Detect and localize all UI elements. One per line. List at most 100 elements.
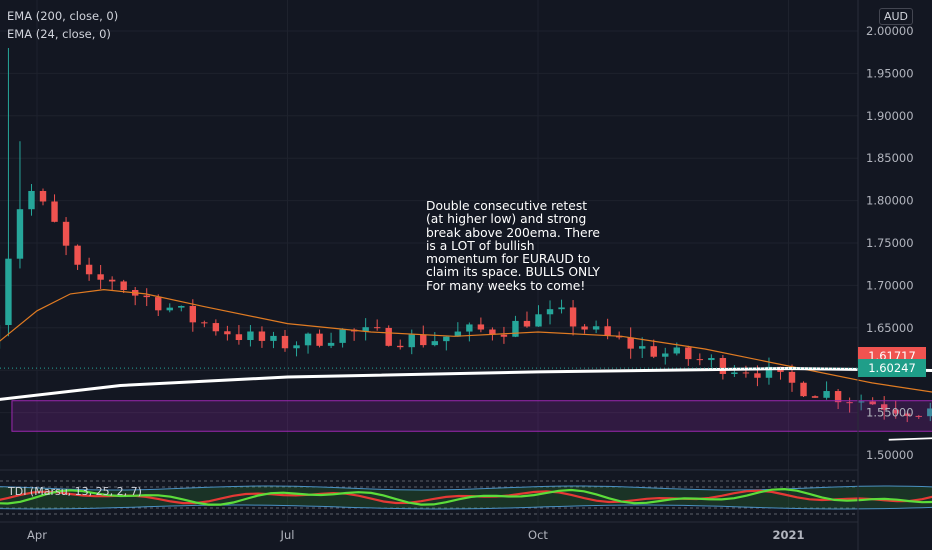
candle-body — [16, 209, 24, 259]
candle-body — [673, 347, 680, 354]
x-tick-label: Apr — [27, 528, 47, 542]
annotation-line: claim its space. BULLS ONLY — [426, 265, 600, 280]
y-tick-label: 1.90000 — [866, 109, 914, 123]
candle-body — [189, 306, 197, 323]
candle-body — [742, 372, 750, 374]
candle-body — [39, 190, 47, 202]
candle-body — [639, 346, 646, 349]
annotation-line: For many weeks to come! — [426, 278, 586, 293]
tdi-rsi-line — [0, 487, 932, 506]
annotation-line: break above 200ema. There — [426, 225, 600, 240]
candle-body — [5, 258, 12, 326]
candlestick-series — [0, 47, 932, 423]
candle-body — [696, 359, 704, 361]
annotation-line: (at higher low) and strong — [426, 212, 587, 227]
ema200-legend[interactable]: EMA (200, close, 0) — [7, 9, 119, 23]
candle-body — [247, 331, 254, 341]
y-tick-label: 1.70000 — [866, 278, 914, 292]
candle-body — [535, 314, 542, 327]
candle-body — [373, 327, 381, 329]
candle-body — [385, 327, 392, 346]
y-tick-label: 1.65000 — [866, 321, 914, 335]
candle-body — [604, 326, 611, 336]
candle-body — [281, 335, 289, 349]
candle-body — [788, 371, 796, 383]
candle-body — [846, 402, 853, 404]
candle-body — [477, 324, 485, 330]
candle-body — [466, 324, 473, 332]
candle-body — [327, 342, 335, 346]
candle-body — [581, 326, 588, 330]
candle-body — [224, 331, 231, 335]
candle-body — [650, 346, 657, 357]
x-tick-label: Oct — [528, 528, 548, 542]
candle-body — [662, 353, 669, 357]
candle-body — [454, 331, 462, 337]
candle-body — [97, 274, 104, 280]
candle-body — [155, 297, 162, 311]
ema24-line — [0, 288, 932, 393]
candle-body — [558, 307, 565, 310]
tdi-indicator-pane — [0, 480, 932, 515]
candle-body — [339, 329, 346, 343]
y-tick-label: 1.80000 — [866, 194, 914, 208]
x-tick-label: Jul — [280, 528, 295, 542]
candle-body — [719, 358, 727, 374]
y-tick-label: 2.00000 — [866, 24, 914, 38]
candle-body — [74, 245, 81, 265]
candle-body — [823, 391, 830, 398]
candle-body — [627, 337, 634, 349]
candle-body — [420, 334, 427, 346]
ema24-legend[interactable]: EMA (24, close, 0) — [7, 27, 111, 41]
candle-body — [569, 307, 577, 327]
candle-body — [523, 320, 531, 327]
candle-body — [754, 373, 761, 378]
candle-body — [546, 309, 554, 315]
candle-body — [316, 333, 323, 346]
candle-body — [512, 320, 519, 337]
candle-body — [293, 345, 300, 349]
chart-annotation: Double consecutive retest (at higher low… — [426, 199, 646, 293]
y-tick-label: 1.85000 — [866, 151, 914, 165]
user-drawings — [0, 367, 932, 441]
candle-body — [408, 334, 415, 348]
candle-body — [800, 382, 807, 397]
candle-body — [28, 190, 35, 210]
candle-body — [201, 322, 208, 324]
y-tick-label: 1.95000 — [866, 66, 914, 80]
annotation-line: is a LOT of bullish — [426, 238, 535, 253]
y-tick-label: 1.75000 — [866, 236, 914, 250]
candle-body — [258, 331, 266, 341]
candle-body — [915, 415, 922, 417]
annotation-line: Double consecutive retest — [426, 199, 588, 213]
y-tick-label: 1.50000 — [866, 448, 914, 462]
candle-body — [85, 264, 93, 275]
candle-body — [731, 372, 738, 374]
candle-body — [880, 404, 888, 410]
candle-body — [904, 413, 911, 416]
candle-body — [120, 281, 127, 290]
tdi-legend[interactable]: TDI (Marsu, 13, 25, 2, 7) — [8, 485, 142, 498]
demand-zone-rect — [11, 400, 932, 432]
candle-body — [362, 327, 369, 332]
chart-grid — [0, 0, 858, 522]
candle-body — [927, 408, 932, 417]
candle-body — [108, 279, 116, 282]
candle-body — [235, 334, 243, 341]
currency-badge[interactable]: AUD — [879, 8, 913, 25]
candle-body — [500, 334, 508, 337]
y-tick-label: 1.55000 — [866, 406, 914, 420]
candle-body — [443, 336, 450, 342]
candle-body — [178, 306, 185, 308]
last-price-tag: 1.60247 — [858, 359, 926, 378]
annotation-line: momentum for EURAUD to — [426, 252, 591, 267]
x-tick-label: 2021 — [772, 528, 804, 542]
candle-body — [51, 201, 58, 222]
candle-body — [857, 401, 865, 403]
candle-body — [811, 396, 819, 398]
candle-body — [212, 323, 220, 332]
candle-body — [685, 347, 692, 360]
candle-body — [892, 409, 899, 414]
candle-body — [397, 345, 404, 348]
candle-body — [270, 335, 277, 341]
